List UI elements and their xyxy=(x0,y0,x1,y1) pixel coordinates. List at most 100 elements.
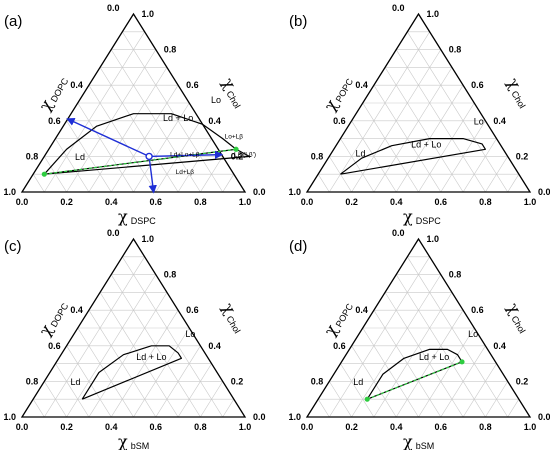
grid-line xyxy=(418,327,475,418)
grid-line xyxy=(317,399,330,418)
grid-line xyxy=(88,85,157,193)
right-tick-label: 0.4 xyxy=(208,116,221,126)
grid-line xyxy=(407,256,508,418)
region-label: Lo xyxy=(185,329,195,339)
region-label: Ld xyxy=(356,148,366,158)
left-tick-label: 0.4 xyxy=(70,305,83,315)
grid-line xyxy=(373,67,453,193)
bottom-axis-title: χ bSM xyxy=(403,432,434,450)
grid-line xyxy=(44,256,145,418)
grid-line xyxy=(222,174,235,193)
axis-subscript: DOPC xyxy=(49,76,71,104)
left-axis-title: χDOPC xyxy=(35,71,71,114)
bottom-tick-label: 0.8 xyxy=(194,197,207,207)
left-tick-label: 0.4 xyxy=(355,305,368,315)
axis-subscript: Chol xyxy=(224,89,242,110)
bottom-tick-label: 0.4 xyxy=(390,197,403,207)
tie-line-endpoint xyxy=(233,146,239,152)
left-tick-label: 1.0 xyxy=(3,187,16,197)
grid-line xyxy=(44,381,67,418)
right-tick-label: 0.0 xyxy=(253,187,266,197)
grid-line xyxy=(507,399,520,418)
axis-symbol: χ xyxy=(118,207,128,226)
grid-line xyxy=(317,174,330,193)
grid-line xyxy=(384,292,464,418)
axis-subscript: bSM xyxy=(416,441,435,450)
ternary-panel: 0.01.00.0 0.2 0.4 0.6 0.8 1.00.40.60.81.00.80… xyxy=(3,228,265,450)
bottom-tick-label: 0.2 xyxy=(345,197,358,207)
grid-line xyxy=(384,67,464,193)
grid-line xyxy=(66,345,112,418)
grid-line xyxy=(351,345,397,418)
region-label: Ld + Lo xyxy=(163,113,193,123)
left-tick-label: 0.8 xyxy=(311,376,324,386)
region-label: Ld+Lβ xyxy=(176,169,195,176)
left-axis-title: χPOPC xyxy=(320,72,355,114)
ternary-panel: 0.01.00.0 0.2 0.4 0.6 0.8 1.00.40.60.81.00.80… xyxy=(3,3,265,226)
right-tick-label: 0.8 xyxy=(449,270,462,280)
bottom-tick-label: 1.0 xyxy=(239,197,252,207)
axis-subscript: POPC xyxy=(334,76,356,104)
grid-line xyxy=(110,49,201,193)
apex-tick-label: 1.0 xyxy=(142,234,155,244)
composition-arrow xyxy=(148,156,157,194)
right-tick-label: 0.4 xyxy=(493,341,506,351)
axis-symbol: χ xyxy=(219,75,240,93)
tie-line-endpoint xyxy=(41,171,47,177)
bottom-tick-label: 0.4 xyxy=(390,422,403,432)
region-label: Ld + Lo xyxy=(419,352,449,362)
apex-tick-label: 0.0 xyxy=(107,228,120,238)
bottom-axis-title: χ DSPC xyxy=(118,207,156,226)
grid-line xyxy=(395,49,486,193)
left-tick-label: 0.4 xyxy=(355,80,368,90)
grid-line xyxy=(99,292,179,418)
region-label: Ld + Lo xyxy=(411,140,441,150)
grid-line xyxy=(222,399,235,418)
region-label: Lo xyxy=(468,329,478,339)
bottom-tick-label: 0.0 xyxy=(16,197,29,207)
panel-label: (a) xyxy=(4,13,22,30)
grid-line xyxy=(362,327,419,418)
phase-boundary xyxy=(81,345,183,400)
apex-tick-label: 1.0 xyxy=(427,234,440,244)
bottom-tick-label: 0.6 xyxy=(150,422,163,432)
grid-line xyxy=(418,102,475,193)
apex-tick-label: 0.0 xyxy=(107,3,120,13)
center-point xyxy=(145,152,153,161)
grid-line xyxy=(507,174,520,193)
left-tick-label: 0.6 xyxy=(48,116,61,126)
grid-line xyxy=(77,102,134,193)
bottom-tick-label: 1.0 xyxy=(524,422,537,432)
grid-line xyxy=(407,31,508,193)
grid-line xyxy=(329,256,430,418)
right-tick-label: 0.6 xyxy=(186,80,199,90)
triangle-frame xyxy=(20,237,247,418)
left-tick-label: 0.8 xyxy=(311,151,324,161)
axis-subscript: Chol xyxy=(224,314,242,335)
panel-label: (c) xyxy=(4,238,22,255)
composition-arrow xyxy=(149,150,224,159)
right-tick-label: 0.8 xyxy=(164,45,177,55)
grid-line xyxy=(462,138,497,193)
bottom-tick-label: 0.6 xyxy=(435,422,448,432)
right-tick-label: 0.8 xyxy=(164,270,177,280)
grid-line xyxy=(88,292,168,418)
apex-tick-label: 0.0 xyxy=(392,3,405,13)
grid-line xyxy=(44,31,145,193)
bottom-tick-label: 0.8 xyxy=(194,422,207,432)
left-tick-label: 1.0 xyxy=(288,412,301,422)
axis-subscript: Chol xyxy=(509,314,527,335)
grid-line xyxy=(55,138,90,193)
right-tick-label: 0.2 xyxy=(231,151,244,161)
grid-line xyxy=(32,399,45,418)
left-tick-label: 1.0 xyxy=(3,412,16,422)
axis-subscript: DOPC xyxy=(49,301,71,329)
axis-symbol: χ xyxy=(504,75,525,93)
grid-line xyxy=(373,310,442,418)
bottom-tick-label: 0.6 xyxy=(435,197,448,207)
right-tick-label: 0.2 xyxy=(516,151,529,161)
apex-tick-label: 0.0 xyxy=(392,228,405,238)
grid-line xyxy=(122,256,223,418)
region-label: Lo xyxy=(211,95,221,105)
